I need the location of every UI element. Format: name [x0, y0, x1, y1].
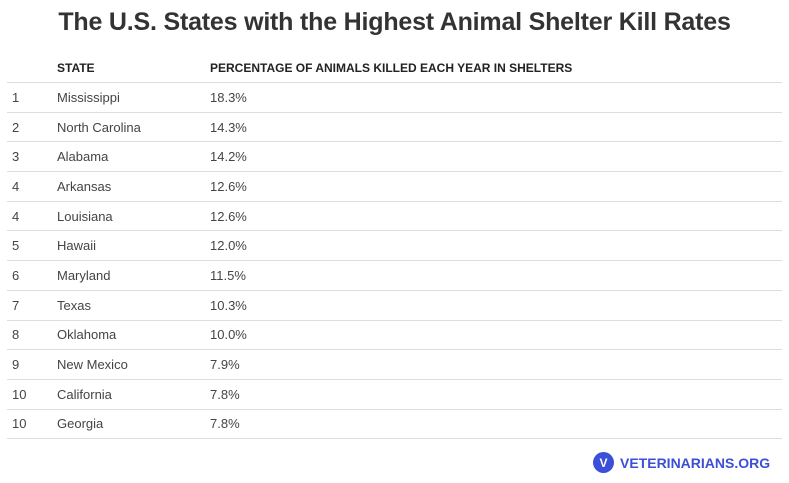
- logo-v-icon: V: [593, 452, 614, 473]
- percentage-cell: 12.0%: [210, 230, 782, 262]
- state-cell: Mississippi: [57, 82, 210, 113]
- percentage-cell: 14.2%: [210, 141, 782, 173]
- table-row: 4 Arkansas 12.6%: [7, 171, 782, 202]
- percentage-cell: 18.3%: [210, 82, 782, 113]
- table-row: 7 Texas 10.3%: [7, 290, 782, 321]
- table-row: 1 Mississippi 18.3%: [7, 82, 782, 113]
- header-rank: [7, 54, 57, 83]
- table-row: 3 Alabama 14.2%: [7, 141, 782, 173]
- rank-cell: 5: [7, 230, 57, 262]
- rank-cell: 10: [7, 379, 57, 410]
- rank-cell: 10: [7, 409, 57, 440]
- percentage-cell: 12.6%: [210, 201, 782, 232]
- logo-text: VETERINARIANS.ORG: [620, 454, 771, 471]
- rank-cell: 2: [7, 112, 57, 143]
- data-table: STATE PERCENTAGE OF ANIMALS KILLED EACH …: [7, 54, 782, 440]
- percentage-cell: 12.6%: [210, 171, 782, 202]
- chart-title: The U.S. States with the Highest Animal …: [58, 8, 731, 36]
- state-cell: Louisiana: [57, 201, 210, 232]
- percentage-cell: 11.5%: [210, 260, 782, 291]
- table-row: 8 Oklahoma 10.0%: [7, 320, 782, 351]
- state-cell: Hawaii: [57, 230, 210, 262]
- percentage-cell: 10.0%: [210, 320, 782, 351]
- table-row: 4 Louisiana 12.6%: [7, 201, 782, 232]
- state-cell: Arkansas: [57, 171, 210, 202]
- state-cell: North Carolina: [57, 112, 210, 143]
- rank-cell: 9: [7, 349, 57, 380]
- percentage-cell: 7.8%: [210, 379, 782, 410]
- state-cell: California: [57, 379, 210, 410]
- state-cell: Georgia: [57, 409, 210, 440]
- table-row: 6 Maryland 11.5%: [7, 260, 782, 291]
- table-row: 10 California 7.8%: [7, 379, 782, 410]
- table-row: 9 New Mexico 7.9%: [7, 349, 782, 380]
- rank-cell: 4: [7, 171, 57, 202]
- percentage-cell: 14.3%: [210, 112, 782, 143]
- table-body: 1 Mississippi 18.3% 2 North Carolina 14.3% 3 Al…: [7, 82, 782, 440]
- table-header-row: STATE PERCENTAGE OF ANIMALS KILLED EACH …: [7, 54, 782, 83]
- state-cell: New Mexico: [57, 349, 210, 380]
- header-percentage: PERCENTAGE OF ANIMALS KILLED EACH YEAR I…: [210, 54, 782, 83]
- table-row: 5 Hawaii 12.0%: [7, 230, 782, 262]
- state-cell: Maryland: [57, 260, 210, 291]
- rank-cell: 4: [7, 201, 57, 232]
- table-row: 2 North Carolina 14.3%: [7, 112, 782, 143]
- percentage-cell: 7.9%: [210, 349, 782, 380]
- rank-cell: 8: [7, 320, 57, 351]
- state-cell: Oklahoma: [57, 320, 210, 351]
- state-cell: Alabama: [57, 141, 210, 173]
- rank-cell: 6: [7, 260, 57, 291]
- header-state: STATE: [57, 54, 210, 83]
- percentage-cell: 10.3%: [210, 290, 782, 321]
- rank-cell: 7: [7, 290, 57, 321]
- state-cell: Texas: [57, 290, 210, 321]
- rank-cell: 1: [7, 82, 57, 113]
- veterinarians-logo: V VETERINARIANS.ORG: [593, 452, 770, 473]
- percentage-cell: 7.8%: [210, 409, 782, 440]
- table-row: 10 Georgia 7.8%: [7, 409, 782, 440]
- rank-cell: 3: [7, 141, 57, 173]
